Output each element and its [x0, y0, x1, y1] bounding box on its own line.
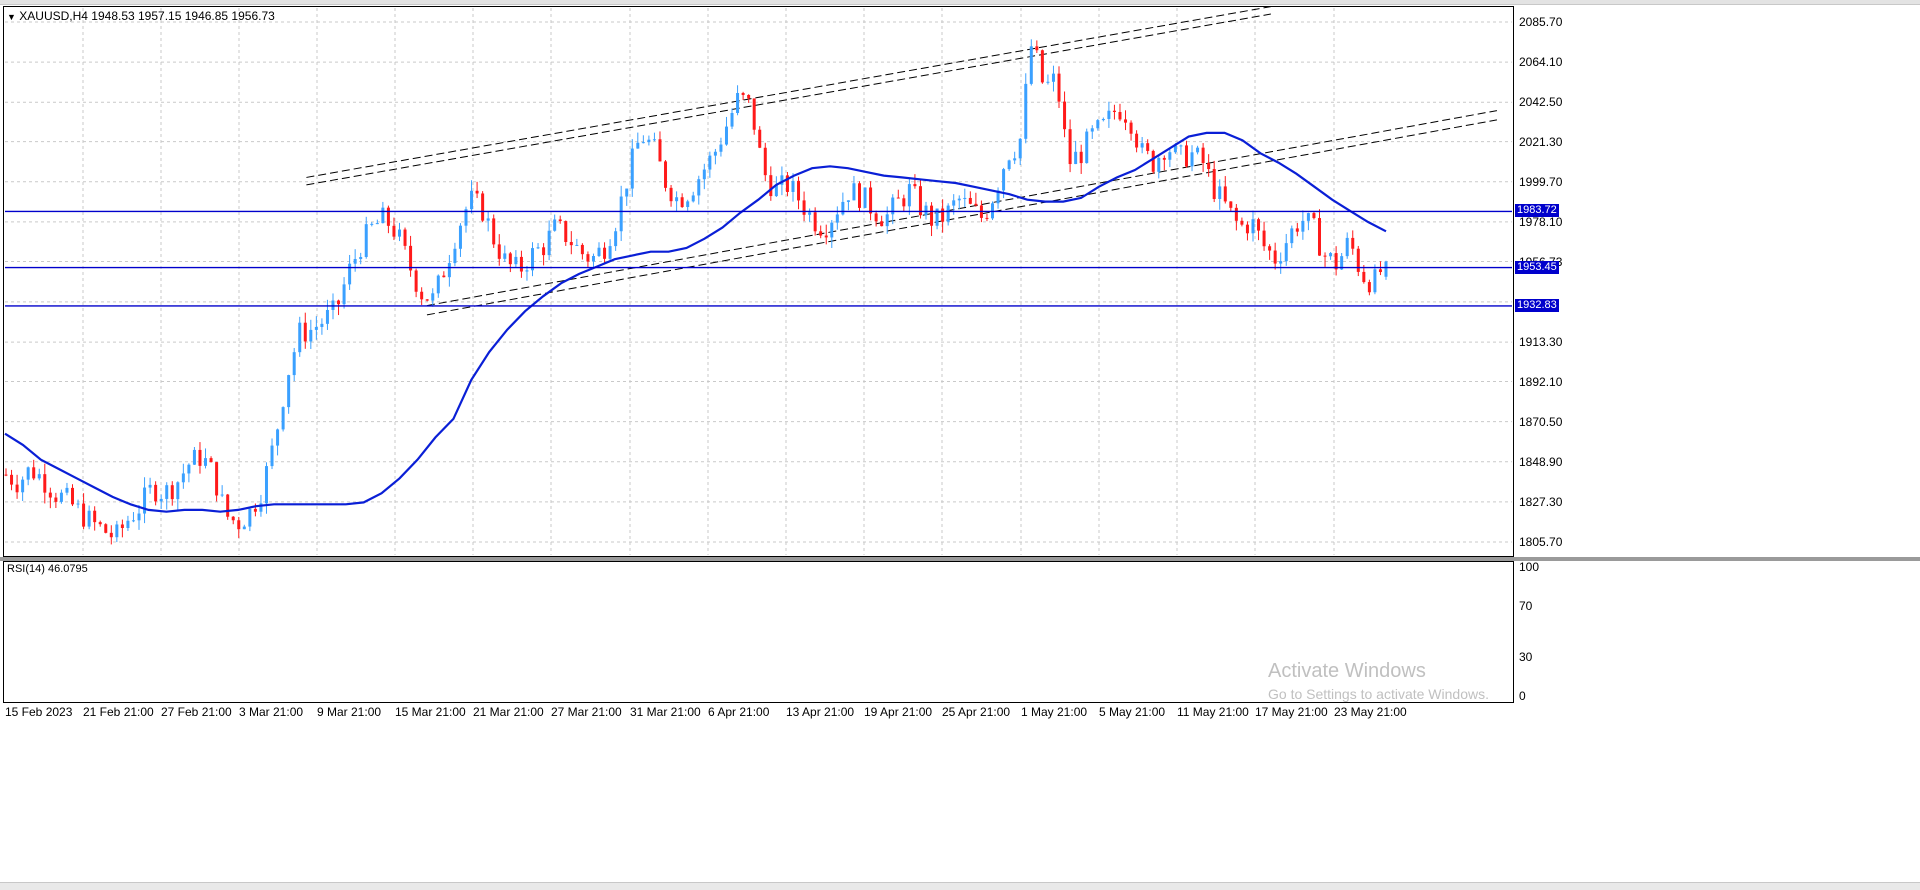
time-tick: 5 May 21:00	[1099, 705, 1166, 719]
price-tick: 2085.70	[1519, 15, 1563, 29]
price-tick: 1999.70	[1519, 174, 1563, 189]
time-tick: 27 Feb 21:00	[161, 705, 232, 719]
time-tick: 23 May 21:00	[1334, 705, 1407, 719]
price-tick: 1805.70	[1519, 535, 1563, 549]
time-tick: 19 Apr 21:00	[864, 705, 933, 719]
time-tick: 1 May 21:00	[1021, 705, 1088, 719]
price-tick: 1892.10	[1519, 374, 1563, 389]
dropdown-icon[interactable]: ▼	[7, 12, 16, 22]
time-tick: 21 Feb 21:00	[83, 705, 154, 719]
time-tick: 6 Apr 21:00	[708, 705, 770, 719]
rsi-tick: 70	[1519, 598, 1533, 613]
time-tick: 13 Apr 21:00	[786, 705, 855, 719]
time-tick: 21 Mar 21:00	[473, 705, 544, 719]
time-tick: 9 Mar 21:00	[317, 705, 382, 719]
activation-subtitle: Go to Settings to activate Windows.	[1268, 686, 1489, 702]
price-tick: 1870.50	[1519, 414, 1563, 429]
price-pane[interactable]	[3, 6, 1514, 557]
bottom-scrollbar[interactable]	[0, 882, 1920, 890]
time-tick: 25 Apr 21:00	[942, 705, 1011, 719]
time-tick: 17 May 21:00	[1255, 705, 1328, 719]
rsi-title: RSI(14) 46.0795	[7, 563, 88, 575]
rsi-tick: 30	[1519, 650, 1533, 665]
activation-title: Activate Windows	[1268, 660, 1426, 682]
price-tick: 1978.10	[1519, 214, 1563, 229]
price-tick: 1848.90	[1519, 454, 1563, 469]
window-top-border	[0, 0, 1920, 5]
pane-separator[interactable]	[0, 557, 1920, 561]
price-tick: 2064.10	[1519, 55, 1563, 70]
symbol-label: XAUUSD,H4	[19, 9, 88, 23]
rsi-tick: 0	[1519, 689, 1526, 703]
level-tag: 1983.72	[1515, 204, 1559, 218]
time-tick: 3 Mar 21:00	[239, 705, 304, 719]
price-tick: 1913.30	[1519, 335, 1563, 350]
level-tag: 1932.83	[1515, 298, 1559, 312]
level-tag: 1953.45	[1515, 260, 1559, 274]
price-tick: 2021.30	[1519, 134, 1563, 149]
rsi-pane[interactable]	[3, 561, 1514, 703]
ohlc-label: 1948.53 1957.15 1946.85 1956.73	[91, 9, 275, 23]
time-tick: 15 Mar 21:00	[395, 705, 466, 719]
time-tick: 27 Mar 21:00	[551, 705, 622, 719]
rsi-tick: 100	[1519, 560, 1540, 574]
price-tick: 2042.50	[1519, 95, 1563, 110]
time-tick: 11 May 21:00	[1177, 705, 1249, 719]
price-tick: 1827.30	[1519, 494, 1563, 509]
symbol-header[interactable]: ▼ XAUUSD,H4 1948.53 1957.15 1946.85 1956…	[7, 9, 275, 23]
time-tick: 15 Feb 2023	[5, 705, 73, 719]
time-tick: 31 Mar 21:00	[630, 705, 701, 719]
